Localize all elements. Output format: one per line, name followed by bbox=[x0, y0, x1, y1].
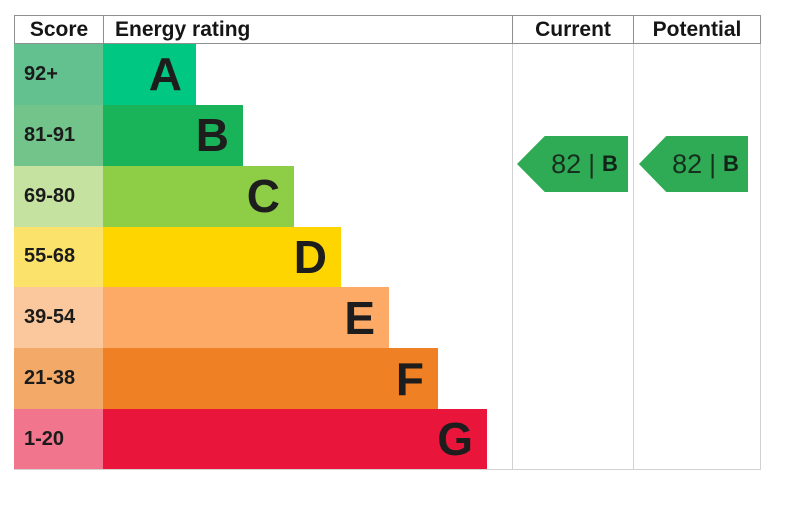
table-right-border bbox=[760, 44, 761, 470]
energy-bar-b: B bbox=[103, 104, 243, 166]
current-band-letter: B bbox=[601, 151, 618, 176]
score-range: 55-68 bbox=[14, 226, 103, 288]
energy-bar-g: G bbox=[103, 409, 487, 470]
score-range: 92+ bbox=[14, 44, 103, 105]
header-potential: Potential bbox=[633, 16, 761, 43]
energy-bar-d: D bbox=[103, 226, 341, 288]
score-range: 39-54 bbox=[14, 287, 103, 349]
band-row-d: 55-68 D bbox=[14, 226, 761, 288]
score-range: 81-91 bbox=[14, 104, 103, 166]
badge-separator: | bbox=[588, 148, 595, 179]
band-row-b: 81-91 B bbox=[14, 104, 761, 166]
energy-bar-e: E bbox=[103, 287, 389, 349]
band-row-f: 21-38 F bbox=[14, 348, 761, 410]
band-letter: F bbox=[395, 352, 424, 405]
potential-band-letter: B bbox=[722, 151, 739, 176]
band-rows: 92+ A 81-91 B 69-80 C 55-68 D 39-54 E 21… bbox=[14, 44, 761, 470]
band-letter: D bbox=[293, 230, 327, 283]
band-letter: A bbox=[148, 48, 182, 101]
header-energy-rating: Energy rating bbox=[103, 16, 512, 43]
score-range: 69-80 bbox=[14, 165, 103, 227]
energy-bar-f: F bbox=[103, 348, 438, 410]
band-letter: B bbox=[195, 109, 229, 162]
table-bottom-border bbox=[14, 469, 761, 470]
current-rating-badge: 82 | B bbox=[517, 136, 628, 192]
band-letter: C bbox=[246, 170, 280, 223]
band-letter: G bbox=[437, 413, 473, 466]
band-row-g: 1-20 G bbox=[14, 409, 761, 470]
potential-rating-badge: 82 | B bbox=[639, 136, 748, 192]
badge-separator: | bbox=[709, 148, 716, 179]
band-row-e: 39-54 E bbox=[14, 287, 761, 349]
column-divider-current bbox=[512, 44, 513, 470]
band-row-a: 92+ A bbox=[14, 44, 761, 105]
score-range: 21-38 bbox=[14, 348, 103, 410]
table-header: Score Energy rating Current Potential bbox=[14, 15, 761, 44]
header-current: Current bbox=[512, 16, 633, 43]
column-divider-potential bbox=[633, 44, 634, 470]
potential-score-value: 82 bbox=[672, 148, 703, 179]
header-score: Score bbox=[14, 16, 103, 43]
band-letter: E bbox=[344, 291, 375, 344]
epc-energy-rating-chart: Score Energy rating Current Potential 92… bbox=[14, 15, 761, 470]
score-range: 1-20 bbox=[14, 409, 103, 470]
energy-bar-a: A bbox=[103, 44, 196, 105]
current-score-value: 82 bbox=[551, 148, 582, 179]
band-row-c: 69-80 C bbox=[14, 165, 761, 227]
energy-bar-c: C bbox=[103, 165, 294, 227]
